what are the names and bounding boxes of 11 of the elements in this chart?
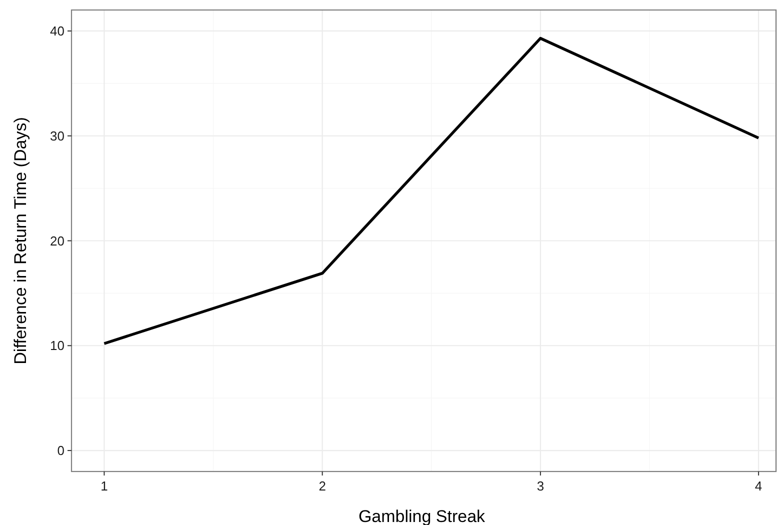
- y-axis-title: Difference in Return Time (Days): [11, 117, 30, 364]
- y-tick-label: 40: [50, 24, 64, 39]
- y-tick-label: 10: [50, 338, 64, 354]
- x-tick-label: 4: [754, 478, 762, 494]
- y-tick-label: 0: [57, 443, 64, 458]
- y-tick-label: 20: [50, 233, 64, 248]
- x-tick-label: 3: [536, 478, 544, 494]
- x-tick-label: 2: [318, 478, 326, 494]
- x-tick-label: 1: [100, 478, 108, 494]
- line-series: [102, 36, 760, 345]
- y-tick-label: 30: [50, 128, 64, 144]
